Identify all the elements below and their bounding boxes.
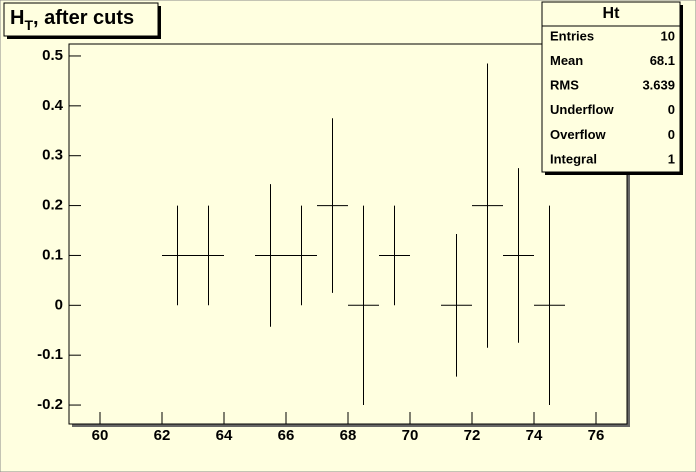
x-tick-label: 72 bbox=[464, 427, 481, 444]
stats-label: Overflow bbox=[550, 127, 607, 142]
title-sub: T bbox=[24, 17, 33, 33]
stats-label: Mean bbox=[550, 53, 583, 68]
stats-value: 3.639 bbox=[642, 78, 675, 93]
stats-value: 0 bbox=[668, 102, 675, 117]
x-tick-label: 68 bbox=[340, 427, 357, 444]
y-tick-label: -0.1 bbox=[37, 346, 63, 363]
y-tick-label: 0 bbox=[55, 296, 63, 313]
stats-label: RMS bbox=[550, 78, 579, 93]
y-tick-label: 0.2 bbox=[42, 197, 63, 214]
stats-title: Ht bbox=[603, 5, 621, 22]
stats-value: 0 bbox=[668, 127, 675, 142]
stats-value: 1 bbox=[668, 151, 675, 166]
stats-value: 68.1 bbox=[650, 53, 675, 68]
y-tick-label: 0.1 bbox=[42, 246, 63, 263]
stats-label: Entries bbox=[550, 28, 594, 43]
title-main: H bbox=[10, 7, 24, 29]
stats-value: 10 bbox=[661, 28, 675, 43]
title-box bbox=[3, 2, 159, 37]
y-tick-label: 0.4 bbox=[42, 97, 64, 114]
plot-frame bbox=[68, 43, 628, 425]
y-tick-label: 0.5 bbox=[42, 47, 63, 64]
x-tick-label: 64 bbox=[216, 427, 233, 444]
stats-label: Integral bbox=[550, 151, 597, 166]
y-tick-label: -0.2 bbox=[37, 396, 63, 413]
stats-label: Underflow bbox=[550, 102, 614, 117]
x-tick-label: 70 bbox=[402, 427, 419, 444]
x-tick-label: 66 bbox=[278, 427, 295, 444]
x-tick-label: 74 bbox=[526, 427, 543, 444]
y-tick-label: 0.3 bbox=[42, 147, 63, 164]
chart-title: HT, after cuts bbox=[10, 7, 134, 33]
x-tick-label: 76 bbox=[588, 427, 605, 444]
stats-box bbox=[541, 1, 681, 173]
x-tick-label: 60 bbox=[92, 427, 109, 444]
x-tick-label: 62 bbox=[154, 427, 171, 444]
title-rest: , after cuts bbox=[33, 7, 134, 29]
